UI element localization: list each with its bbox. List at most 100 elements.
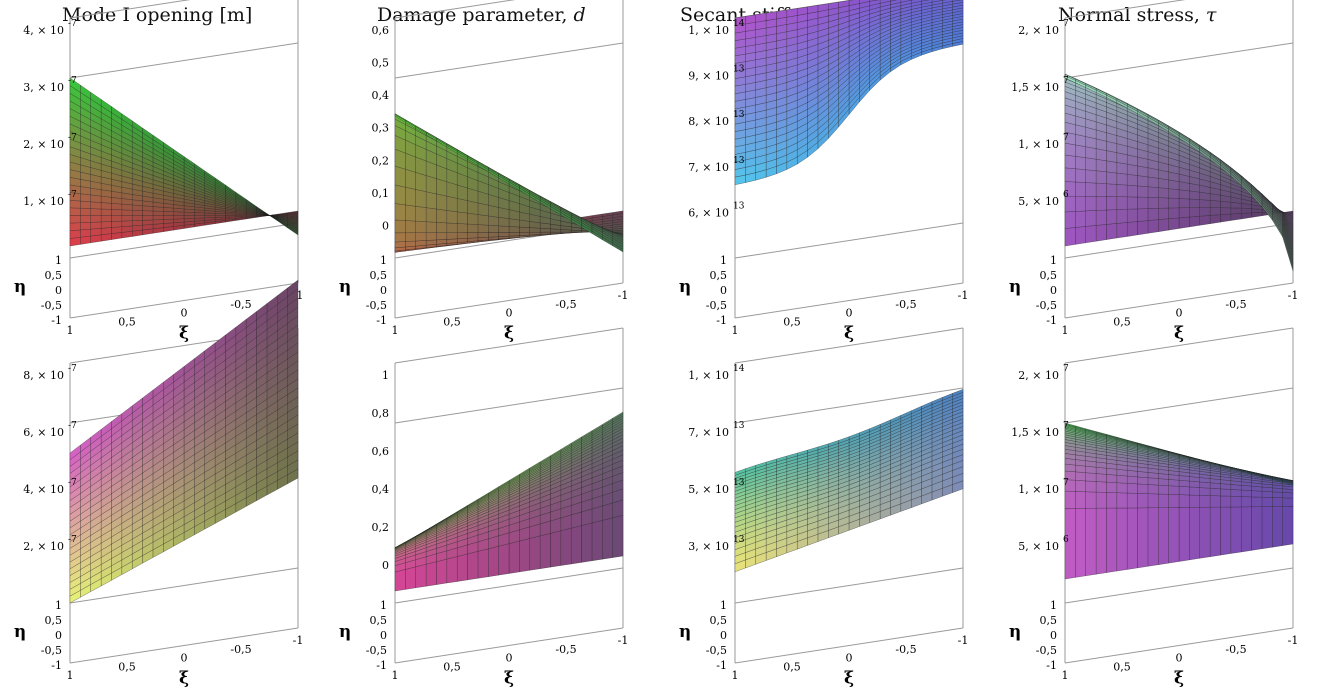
eta-tick-label: -1 <box>1046 314 1057 327</box>
surface-cell <box>1282 506 1294 546</box>
surface-cell <box>1137 507 1149 569</box>
eta-tick-label: 0 <box>720 284 727 297</box>
z-tick-label: 5, × 10 <box>1018 195 1059 208</box>
box-edge <box>69 627 299 664</box>
surface-cell <box>1075 156 1086 170</box>
surface-cell <box>142 210 154 216</box>
xi-tick-label: 0,5 <box>1113 315 1131 328</box>
surface-cell <box>1085 491 1097 509</box>
surface-cell <box>69 222 81 231</box>
surface-cell <box>1168 197 1180 209</box>
surface-cell <box>1137 476 1149 485</box>
surface-cell <box>394 241 406 249</box>
column-title-text: Mode I opening [m] <box>62 4 253 26</box>
xi-tick-label: -1 <box>1288 634 1299 647</box>
surface-cell <box>1075 471 1086 482</box>
surface-cell <box>69 207 81 216</box>
surface-cell <box>498 217 510 227</box>
eta-tick-label: 1 <box>380 254 387 267</box>
surface-cell <box>477 232 489 238</box>
box-edge <box>394 627 624 664</box>
surface-cell <box>436 193 448 211</box>
surface-cell <box>204 215 216 219</box>
surface-cell <box>1147 484 1159 495</box>
surface-cell <box>1178 494 1190 508</box>
surface-cell <box>1199 215 1211 226</box>
z-tick-label: 2, × 10 <box>1018 369 1059 382</box>
z-tick-label: 1,5 × 10 <box>1011 81 1059 94</box>
surface-cell <box>100 221 112 229</box>
z-tick-exponent: -7 <box>68 133 77 143</box>
surface-cell <box>405 186 416 207</box>
xi-tick-label: 0,5 <box>783 660 801 673</box>
box-edge <box>734 387 964 424</box>
surface-cell <box>1209 207 1221 216</box>
xi-tick-label: 0,5 <box>443 315 461 328</box>
z-tick-exponent: 13 <box>733 201 745 211</box>
z-tick-label: 4, × 10 <box>23 24 64 37</box>
surface-cell <box>90 215 102 223</box>
surface-cell <box>1199 487 1211 496</box>
surface-cell <box>425 523 437 531</box>
xi-tick-label: -1 <box>618 634 629 647</box>
surface-cell <box>436 232 448 241</box>
eta-tick-label: 0 <box>720 629 727 642</box>
surface-cell <box>1116 492 1128 509</box>
eta-tick-label: -0,5 <box>1036 644 1057 657</box>
surface-cell <box>1209 214 1221 224</box>
surface-cell <box>1147 507 1159 567</box>
surface-cell <box>1126 221 1138 237</box>
surface-cell <box>1095 491 1107 509</box>
box-edge <box>394 387 624 424</box>
z-tick-label: 2, × 10 <box>1018 24 1059 37</box>
surface-cell <box>163 215 174 220</box>
surface-cell <box>539 532 551 569</box>
surface-cell <box>90 221 102 230</box>
xi-tick-label: -0,5 <box>230 298 251 311</box>
surface-cell <box>1075 144 1086 158</box>
surface-cell <box>467 550 479 581</box>
surface-cell <box>1106 492 1118 509</box>
surface-cell <box>1064 490 1076 509</box>
surface-cell <box>529 231 541 236</box>
surface-cell <box>550 530 562 568</box>
xi-axis-label: ξ <box>179 324 189 344</box>
surface-cell <box>1095 224 1107 242</box>
surface-cell <box>415 563 427 589</box>
surface-cell <box>1064 211 1076 229</box>
surface-cell <box>1168 485 1180 495</box>
surface-cell <box>1095 196 1107 211</box>
z-tick-label: 7, × 10 <box>688 426 729 439</box>
surface-cell <box>1158 478 1169 486</box>
eta-tick-label: 0,5 <box>370 614 388 627</box>
surface-cell <box>1178 189 1190 200</box>
surface-cell <box>152 219 164 225</box>
surface-cell <box>1178 198 1190 209</box>
eta-tick-label: -0,5 <box>1036 299 1057 312</box>
eta-tick-label: 0 <box>1050 629 1057 642</box>
xi-tick-label: -0,5 <box>1225 643 1246 656</box>
surface-cell <box>498 543 510 576</box>
box-edge <box>394 0 516 19</box>
z-tick-label: 1, × 10 <box>688 24 729 37</box>
surface-cell <box>90 201 102 210</box>
surface-cell <box>1189 486 1200 496</box>
surface-cell <box>1240 212 1252 220</box>
box-edge <box>1064 327 1294 364</box>
xi-tick-label: -1 <box>958 634 969 647</box>
surface-cell <box>1240 489 1252 498</box>
surface-cell <box>1147 493 1159 509</box>
box-edge <box>1064 567 1294 604</box>
surface-cell <box>1075 479 1086 493</box>
eta-tick-label: 0,5 <box>710 269 728 282</box>
surface-cell <box>446 210 458 224</box>
eta-axis-label: η <box>339 277 351 297</box>
surface-cell <box>1106 183 1118 197</box>
surface-cell <box>1075 195 1086 212</box>
xi-tick-label: 1 <box>392 669 399 682</box>
surface-cell <box>1168 494 1180 508</box>
z-tick-exponent: 7 <box>1063 364 1069 374</box>
z-tick-exponent: -7 <box>68 478 77 488</box>
surface-cell <box>225 215 237 218</box>
